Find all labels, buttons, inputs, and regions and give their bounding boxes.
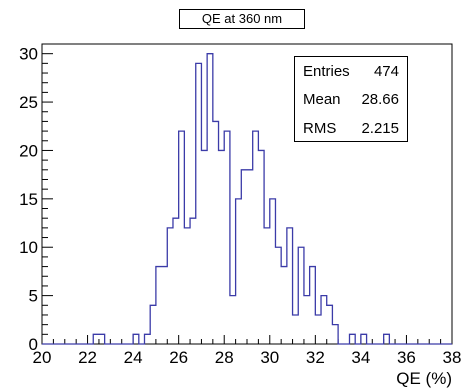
histogram-bin: [150, 305, 156, 344]
histogram-bin: [173, 218, 179, 344]
histogram-bin: [201, 150, 207, 344]
stats-entries-value: 474: [373, 62, 399, 80]
x-tick-label: 28: [215, 348, 234, 367]
stats-entries-label: Entries: [303, 62, 350, 80]
histogram-bin: [281, 267, 287, 344]
histogram-outline: [42, 53, 452, 345]
y-tick-label: 15: [19, 190, 38, 209]
histogram-bin: [219, 150, 225, 344]
histogram-bin: [241, 170, 247, 344]
histogram-bin: [247, 170, 253, 344]
x-tick-label: 32: [306, 348, 325, 367]
stats-mean-label: Mean: [303, 91, 341, 109]
histogram-bin: [133, 334, 139, 344]
x-tick-label: 38: [443, 348, 462, 367]
histogram-bin: [213, 121, 219, 344]
histogram-bin: [332, 325, 338, 344]
stats-row-rms: RMS 2.215: [295, 114, 407, 143]
histogram-bin: [207, 54, 213, 344]
tick-labels: 20 22 24 26 28 30 32 34 36 38 0 5 10 15 20 25 30 QE (%): [19, 45, 461, 388]
x-tick-label: 22: [78, 348, 97, 367]
histogram-bars: [42, 53, 452, 345]
histogram-bin: [184, 228, 190, 344]
y-tick-label: 20: [19, 141, 38, 160]
histogram-bin: [275, 247, 281, 344]
histogram-bin: [258, 150, 264, 344]
histogram-bin: [350, 334, 356, 344]
histogram-bin: [190, 218, 196, 344]
histogram-bin: [315, 315, 321, 344]
histogram-bin: [270, 199, 276, 344]
histogram-bin: [384, 334, 390, 344]
x-tick-label: 26: [169, 348, 188, 367]
histogram-bin: [99, 334, 105, 344]
histogram-bin: [196, 63, 202, 344]
x-tick-label: 34: [351, 348, 370, 367]
y-tick-label: 5: [29, 287, 38, 306]
histogram-bin: [310, 267, 316, 344]
histogram-bin: [167, 228, 173, 344]
histogram-bin: [287, 228, 293, 344]
histogram-bin: [224, 131, 230, 344]
stats-row-mean: Mean 28.66: [295, 86, 407, 115]
histogram-bin: [145, 334, 151, 344]
y-tick-label: 30: [19, 45, 38, 64]
stats-mean-value: 28.66: [361, 91, 399, 109]
y-tick-label: 0: [29, 335, 38, 354]
x-tick-label: 20: [33, 348, 52, 367]
y-tick-label: 25: [19, 93, 38, 112]
histogram-bin: [230, 296, 236, 344]
stats-row-entries: Entries 474: [295, 57, 407, 86]
histogram-bin: [293, 315, 299, 344]
x-tick-label: 30: [260, 348, 279, 367]
histogram-bin: [93, 334, 99, 344]
x-axis-title: QE (%): [396, 369, 452, 388]
histogram-bin: [264, 228, 270, 344]
histogram-bin: [327, 305, 333, 344]
histogram-bin: [321, 296, 327, 344]
histogram-bin: [298, 247, 304, 344]
histogram-bin: [156, 267, 162, 344]
histogram-bin: [162, 267, 168, 344]
histogram-bin: [179, 131, 185, 344]
histogram-bin: [253, 131, 259, 344]
x-tick-label: 24: [124, 348, 143, 367]
histogram-bin: [236, 199, 242, 344]
x-tick-label: 36: [397, 348, 416, 367]
histogram-bin: [361, 334, 367, 344]
stats-rms-value: 2.215: [361, 120, 399, 138]
histogram-bin: [304, 296, 310, 344]
stats-box: Entries 474 Mean 28.66 RMS 2.215: [294, 56, 408, 142]
y-tick-label: 10: [19, 238, 38, 257]
chart-title-text: QE at 360 nm: [201, 11, 283, 26]
chart-title: QE at 360 nm: [179, 9, 305, 29]
stats-rms-label: RMS: [303, 120, 337, 138]
